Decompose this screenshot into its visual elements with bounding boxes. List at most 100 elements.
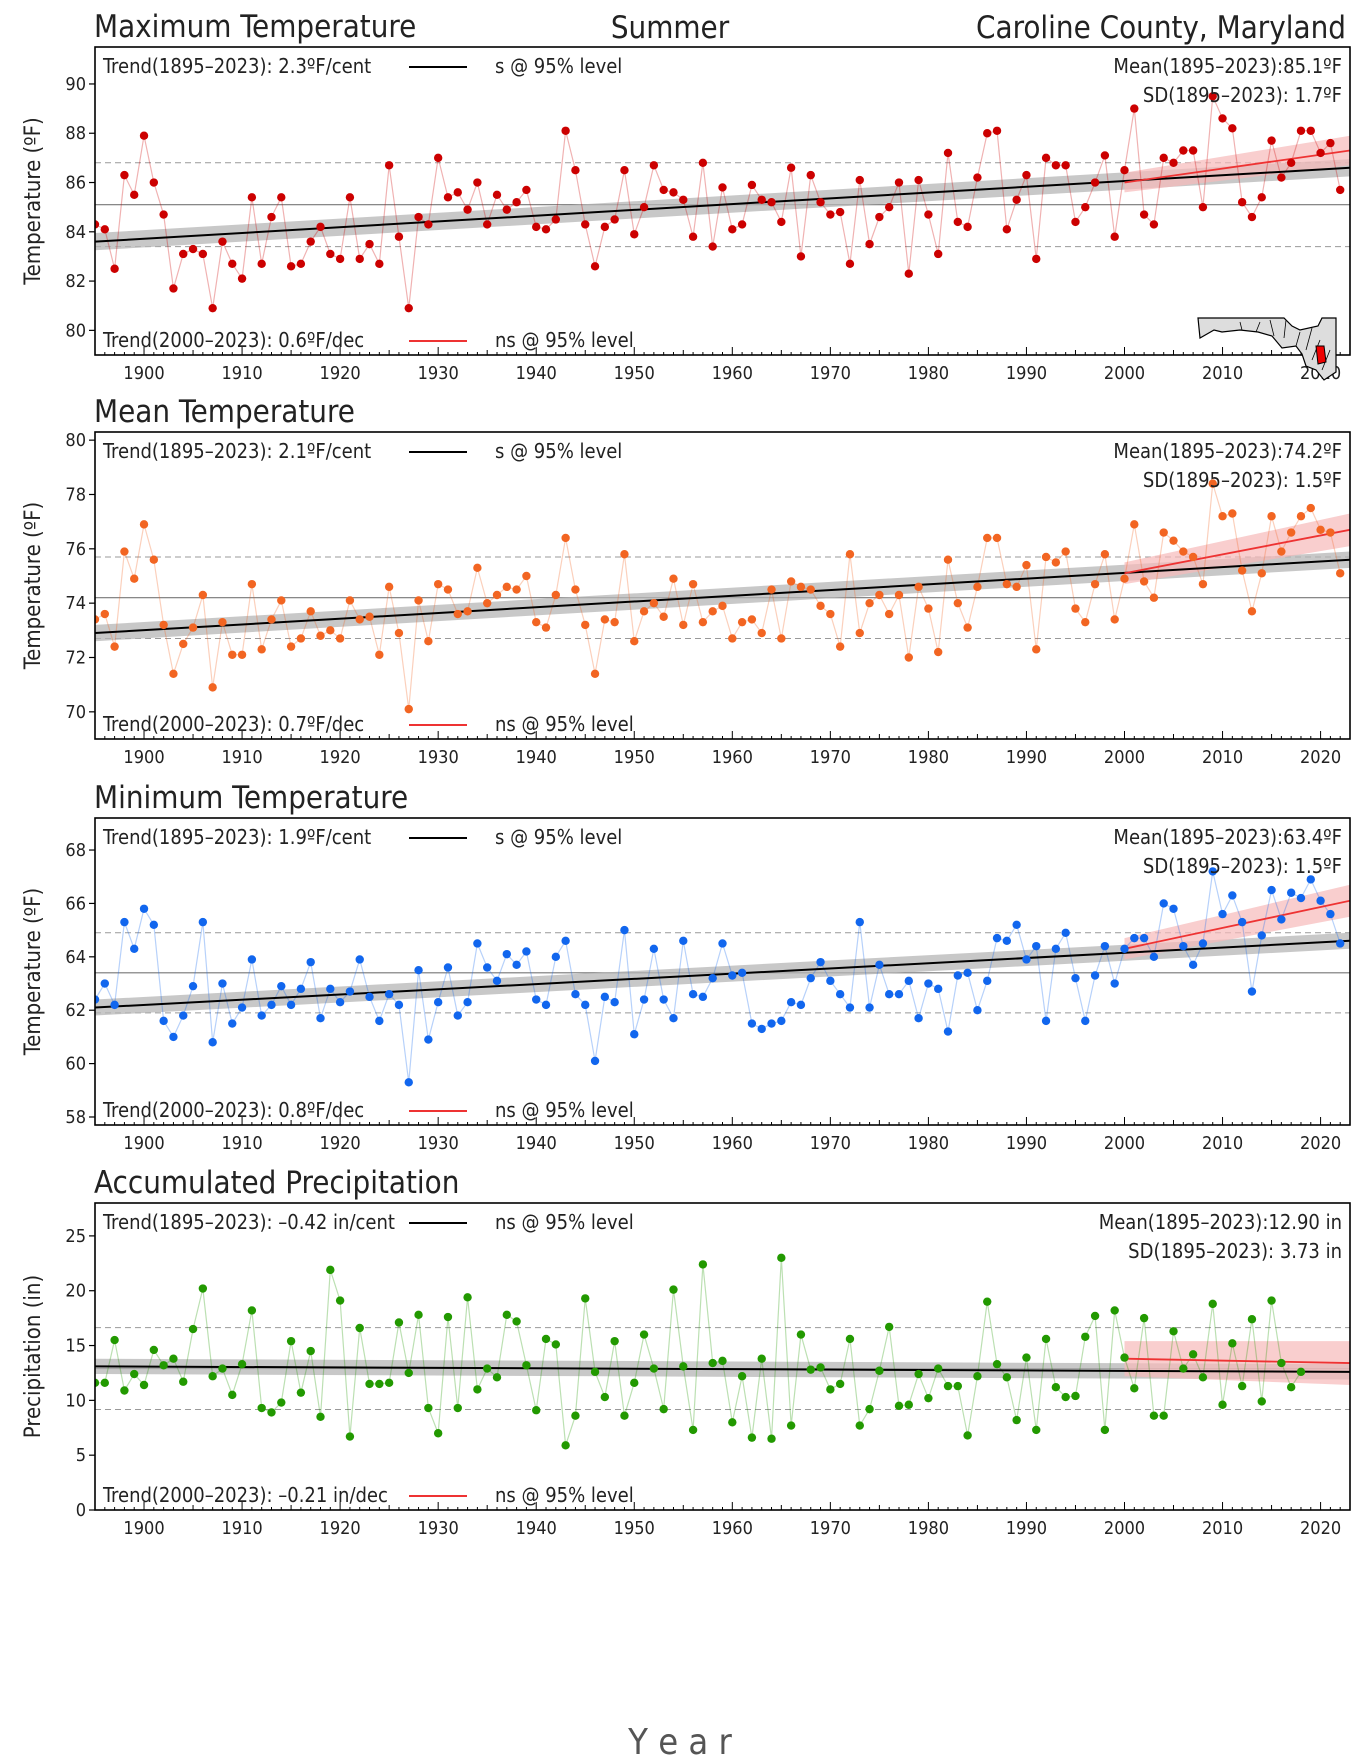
trend-recent-label: Trend(2000–2023): 0.6ºF/dec: [102, 328, 364, 352]
data-point: [463, 998, 472, 1007]
data-point: [1022, 1353, 1031, 1362]
x-tick-label: 2000: [1104, 1518, 1145, 1539]
data-point: [384, 1378, 394, 1388]
data-point: [335, 1296, 345, 1305]
data-point: [992, 126, 1002, 135]
data-point: [541, 1334, 551, 1344]
trend-recent-significance: ns @ 95% level: [495, 712, 634, 736]
data-point: [1012, 920, 1021, 929]
data-point: [1169, 1327, 1178, 1336]
x-tick-label: 2000: [1104, 1133, 1145, 1154]
data-point: [492, 976, 502, 986]
data-point: [1022, 955, 1031, 964]
data-point: [1306, 126, 1315, 135]
y-tick-label: 84: [65, 222, 86, 243]
x-tick-label: 1980: [908, 1518, 949, 1539]
data-point: [777, 1016, 786, 1026]
x-tick-label: 1950: [614, 1518, 655, 1539]
data-point: [394, 232, 404, 241]
data-point: [551, 952, 561, 962]
data-point: [463, 607, 472, 616]
data-point: [443, 585, 453, 594]
data-point: [1228, 891, 1237, 900]
data-point: [1149, 952, 1159, 962]
x-tick-label: 1920: [320, 1518, 361, 1539]
data-point: [512, 585, 521, 594]
data-point: [306, 1346, 315, 1356]
data-point: [1218, 114, 1227, 123]
data-point: [806, 973, 815, 983]
data-point: [1286, 888, 1296, 897]
data-point: [482, 1364, 492, 1373]
data-point: [443, 193, 453, 202]
data-point: [639, 607, 649, 616]
data-point: [208, 1038, 217, 1047]
data-point: [414, 212, 423, 222]
data-point: [502, 1310, 511, 1320]
y-axis-label: Temperature (ºF): [21, 502, 46, 670]
plot-area: [95, 432, 1350, 739]
data-point: [728, 971, 737, 980]
data-point: [296, 634, 306, 643]
data-point: [522, 571, 531, 581]
data-point: [934, 249, 943, 259]
data-point: [1041, 552, 1051, 562]
x-tick-label: 1960: [712, 363, 753, 384]
data-point: [365, 239, 374, 249]
data-point: [1237, 1381, 1247, 1391]
maryland-locator-map: [1197, 317, 1337, 381]
location-title: Caroline County, Maryland: [976, 10, 1346, 46]
panel-title: Maximum Temperature: [94, 9, 416, 45]
data-point: [482, 963, 492, 972]
data-point: [610, 998, 619, 1007]
data-point: [904, 1400, 913, 1409]
data-point: [669, 1285, 678, 1294]
data-point: [169, 669, 178, 678]
data-point: [796, 1000, 806, 1010]
data-point: [228, 650, 237, 659]
panel-max: Maximum Temperature 80 82 84 86 88 90 1900 1910 1…: [21, 9, 1351, 384]
data-point: [355, 1323, 364, 1333]
data-point: [728, 225, 737, 234]
data-point: [610, 215, 619, 224]
data-point: [894, 1401, 904, 1411]
data-point: [1159, 153, 1168, 163]
data-point: [198, 590, 208, 600]
data-point: [551, 1340, 561, 1349]
data-point: [512, 960, 521, 970]
trend-recent-significance: ns @ 95% level: [495, 328, 634, 352]
data-point: [1208, 479, 1217, 488]
data-point: [159, 620, 168, 630]
data-point: [218, 617, 227, 627]
data-point: [884, 989, 894, 999]
data-point: [924, 1393, 933, 1403]
data-point: [522, 1361, 531, 1370]
data-point: [679, 1362, 688, 1371]
data-point: [865, 239, 874, 249]
data-point: [1061, 1392, 1070, 1402]
y-tick-label: 80: [65, 320, 86, 341]
data-point: [688, 989, 698, 999]
data-point: [159, 1016, 168, 1026]
data-point: [316, 1014, 325, 1023]
data-point: [404, 704, 413, 714]
trend-long-line: [95, 939, 1350, 1009]
data-point: [855, 1421, 864, 1430]
data-point: [786, 577, 796, 586]
data-point: [404, 303, 413, 313]
data-point: [757, 1024, 766, 1034]
data-point: [708, 1358, 717, 1368]
data-point: [973, 1006, 982, 1015]
data-point: [1296, 893, 1306, 903]
data-point: [149, 178, 159, 187]
data-point: [894, 590, 904, 600]
data-point: [424, 1035, 433, 1044]
data-point: [159, 210, 168, 219]
x-tick-label: 1990: [1006, 747, 1047, 768]
data-point: [924, 210, 933, 219]
data-point: [639, 1330, 649, 1339]
data-point: [1179, 941, 1188, 951]
data-point: [581, 1294, 590, 1303]
data-point: [237, 650, 247, 659]
data-point: [1277, 915, 1286, 924]
